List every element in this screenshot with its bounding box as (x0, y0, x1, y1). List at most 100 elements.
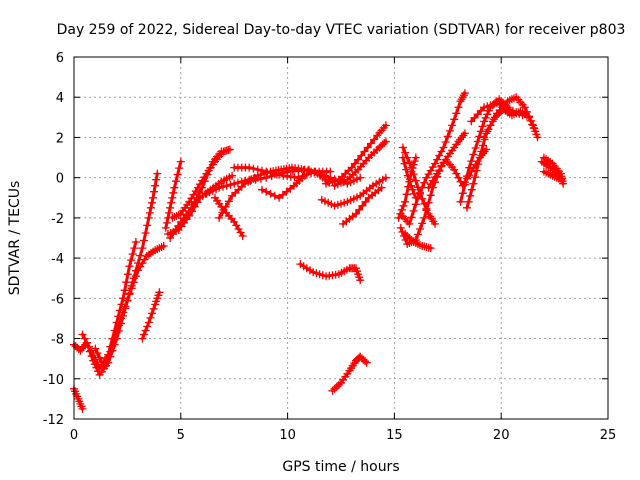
data-point (486, 121, 495, 130)
data-point (127, 256, 136, 265)
data-point (463, 203, 471, 212)
y-tick-label: -6 (51, 292, 64, 307)
x-tick-label: 15 (386, 428, 403, 443)
series-track-06 (161, 157, 185, 232)
data-point (150, 187, 159, 196)
data-point (352, 209, 360, 218)
data-point (480, 133, 489, 142)
data-point (240, 177, 249, 186)
data-point (381, 173, 390, 182)
data-point (130, 244, 139, 253)
data-point (190, 198, 199, 207)
data-point (89, 351, 98, 360)
data-point (409, 206, 418, 215)
data-point (464, 197, 473, 206)
data-point (104, 352, 113, 361)
data-point (226, 180, 235, 189)
data-point (140, 236, 148, 245)
data-point (219, 182, 227, 191)
data-point (465, 163, 474, 172)
data-point (431, 219, 439, 228)
data-point (469, 150, 478, 159)
data-point (460, 129, 469, 138)
data-point (143, 221, 152, 230)
series-track-24 (396, 89, 469, 228)
data-point (272, 170, 281, 179)
data-point (256, 174, 265, 183)
data-point (475, 153, 484, 162)
data-point (452, 169, 461, 178)
data-point (249, 164, 258, 173)
series-track-05 (138, 288, 164, 343)
data-point (119, 294, 128, 303)
data-point (397, 205, 406, 214)
data-point (166, 203, 175, 212)
data-point (409, 170, 418, 179)
data-point (527, 116, 536, 125)
data-point (467, 185, 476, 194)
data-point (420, 178, 429, 187)
data-point (471, 173, 479, 182)
data-point (489, 115, 498, 124)
series-track-10 (211, 193, 247, 240)
data-point (117, 300, 126, 309)
data-point (418, 219, 427, 228)
data-point (218, 208, 227, 217)
data-point (459, 131, 468, 140)
series-track-32 (467, 99, 527, 126)
data-point (112, 328, 121, 337)
data-point (321, 171, 329, 180)
data-point (400, 159, 409, 168)
data-point (217, 147, 226, 156)
data-point (408, 185, 417, 194)
data-point (460, 89, 469, 98)
data-point (456, 197, 465, 206)
data-point (175, 164, 184, 173)
x-tick-label: 25 (600, 428, 617, 443)
series-track-03 (70, 384, 87, 413)
data-point (439, 143, 448, 152)
series-track-31 (480, 93, 542, 142)
data-point (474, 160, 483, 169)
data-point (450, 115, 459, 124)
data-point (251, 175, 260, 184)
x-tick-label: 5 (177, 428, 185, 443)
data-point (78, 330, 87, 339)
data-point (123, 296, 132, 305)
data-point (407, 181, 415, 190)
data-point (253, 165, 262, 174)
data-point (402, 190, 411, 199)
y-tick-label: -10 (43, 373, 64, 388)
data-point (405, 177, 414, 186)
data-point (168, 193, 177, 202)
grid (74, 57, 608, 419)
data-point (192, 193, 201, 202)
data-point (93, 360, 102, 369)
data-point (410, 157, 419, 166)
data-point (454, 137, 463, 146)
data-point (300, 171, 309, 180)
data-point (144, 213, 153, 222)
data-point (228, 171, 237, 180)
data-point (405, 158, 414, 167)
data-point (471, 144, 480, 152)
data-point (161, 223, 170, 232)
data-point (122, 278, 131, 287)
data-point (215, 183, 224, 192)
data-point (225, 145, 234, 154)
series-track-04 (91, 242, 168, 371)
data-point (399, 201, 408, 210)
data-point (148, 198, 156, 207)
y-tick-label: 6 (56, 51, 64, 66)
data-point (398, 153, 407, 162)
data-point (405, 219, 414, 228)
data-point (167, 198, 176, 207)
data-point (525, 112, 533, 121)
data-point (138, 244, 147, 253)
chart-title: Day 259 of 2022, Sidereal Day-to-day VTE… (57, 22, 626, 38)
data-point (426, 244, 435, 253)
data-point (315, 169, 324, 178)
series-track-25 (398, 143, 439, 228)
data-point (155, 288, 164, 297)
